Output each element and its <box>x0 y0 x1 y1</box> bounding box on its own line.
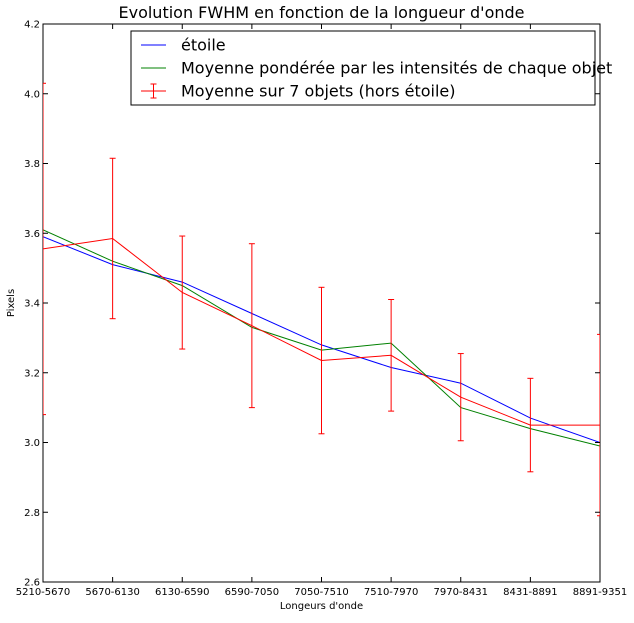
y-tick-label: 2.8 <box>24 508 40 519</box>
x-tick-label: 8891-9351 <box>573 587 628 598</box>
tick-group: 2.6 2.8 3.0 3.2 3.4 3.6 3.8 4.0 4.2 5210-5670 5670… <box>16 20 628 599</box>
legend-entry: étoile <box>141 36 226 55</box>
y-tick-label: 2.6 <box>24 578 40 589</box>
y-tick-label: 3.4 <box>24 299 40 310</box>
legend: étoile Moyenne pondérée par les intensité… <box>130 30 612 106</box>
legend-label: Moyenne pondérée par les intensités de c… <box>181 59 612 78</box>
legend-label: étoile <box>181 36 226 55</box>
x-tick-label: 6130-6590 <box>155 587 210 598</box>
error-bar <box>318 286 325 435</box>
x-tick-label: 5670-6130 <box>85 587 140 598</box>
x-axis-label: Longeurs d'onde <box>280 601 363 612</box>
y-tick-label: 4.0 <box>24 89 40 100</box>
legend-label: Moyenne sur 7 objets (hors étoile) <box>181 82 456 101</box>
y-tick-label: 3.0 <box>24 438 40 449</box>
y-tick-label: 3.2 <box>24 368 40 379</box>
x-tick-label: 7050-7510 <box>294 587 349 598</box>
x-tick-label: 5210-5670 <box>16 587 71 598</box>
x-tick-label: 7970-8431 <box>433 587 488 598</box>
y-tick-label: 4.2 <box>24 20 40 31</box>
error-bar <box>179 235 186 350</box>
error-bar <box>248 243 255 409</box>
legend-entry: Moyenne pondérée par les intensités de c… <box>141 59 612 78</box>
x-tick-label: 8431-8891 <box>503 587 558 598</box>
x-tick-label: 6590-7050 <box>225 587 280 598</box>
legend-box <box>130 30 596 106</box>
series-group <box>43 82 600 517</box>
error-bar <box>457 353 464 442</box>
error-bar <box>597 333 600 517</box>
x-tick-label: 7510-7970 <box>364 587 419 598</box>
error-bar <box>43 82 46 416</box>
y-axis-label: Pixels <box>6 289 17 317</box>
error-bar <box>388 299 395 412</box>
chart-title: Evolution FWHM en fonction de la longueu… <box>118 3 524 22</box>
error-bar <box>109 157 116 320</box>
legend-entry: Moyenne sur 7 objets (hors étoile) <box>141 82 456 101</box>
error-bar <box>527 377 534 473</box>
y-tick-label: 3.6 <box>24 229 40 240</box>
y-tick-label: 3.8 <box>24 159 40 170</box>
